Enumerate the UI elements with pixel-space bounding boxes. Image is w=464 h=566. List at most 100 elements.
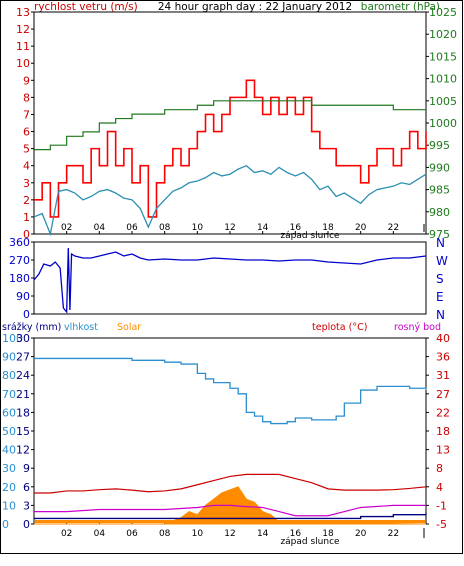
climate-x-tick-label: 02 bbox=[61, 529, 72, 539]
solar-tick-label: 30 bbox=[16, 332, 30, 345]
baro-tick-label: 975 bbox=[429, 228, 450, 241]
climate-x-tick-label: 06 bbox=[126, 529, 138, 539]
compass-label: S bbox=[436, 272, 444, 286]
humidity-legend: vlhkost bbox=[64, 322, 98, 333]
temperature-tick-label: 36 bbox=[436, 351, 450, 364]
climate-x-tick-label: 22 bbox=[388, 529, 399, 539]
humidity-tick-label: 0 bbox=[2, 518, 9, 531]
solar-baseline bbox=[35, 520, 425, 523]
wind-tick-label: 7 bbox=[23, 108, 30, 121]
wind-x-tick-label: 04 bbox=[94, 223, 106, 233]
baro-tick-label: 1005 bbox=[429, 95, 457, 108]
wind-x-tick-label: 12 bbox=[224, 223, 235, 233]
solar-legend: Solar bbox=[117, 322, 141, 333]
solar-tick-label: 27 bbox=[16, 351, 30, 364]
wind-axis-title: rychlost vetru (m/s) bbox=[34, 1, 138, 13]
direction-tick-label: 180 bbox=[9, 272, 30, 285]
temperature-tick-label: 40 bbox=[436, 332, 450, 345]
humidity-tick-label: 20 bbox=[2, 481, 16, 494]
temperature-tick-label: 27 bbox=[436, 388, 450, 401]
baro-tick-label: 1020 bbox=[429, 28, 457, 41]
wind-x-tick-label: 08 bbox=[159, 223, 171, 233]
wind-direction-line bbox=[33, 247, 427, 314]
dew-point-line bbox=[34, 504, 426, 517]
wind-tick-label: 4 bbox=[23, 160, 30, 173]
direction-left-axis: 0 90 180 270 360 bbox=[9, 236, 34, 321]
climate-x-tick-label: 16 bbox=[290, 529, 302, 539]
direction-plot-area bbox=[33, 241, 427, 315]
wind-tick-label: 5 bbox=[23, 143, 30, 156]
wind-tick-label: 10 bbox=[16, 57, 30, 70]
wind-x-tick-label: 16 bbox=[290, 223, 302, 233]
rain-line bbox=[34, 512, 427, 520]
climate-x-tick-label: 10 bbox=[192, 529, 204, 539]
dew-point-legend: rosný bod bbox=[394, 322, 441, 333]
solar-tick-label: 9 bbox=[23, 462, 30, 475]
wind-tick-label: 6 bbox=[23, 126, 30, 139]
wind-tick-label: 11 bbox=[16, 40, 30, 53]
wind-tick-label: 3 bbox=[23, 177, 30, 190]
wind-tick-label: 0 bbox=[23, 228, 30, 241]
humidity-tick-label: 100 bbox=[2, 332, 23, 345]
wind-tick-label: 1 bbox=[23, 211, 30, 224]
barometer-line bbox=[34, 100, 426, 151]
temperature-legend: teplota (°C) bbox=[312, 322, 367, 333]
wind-x-tick-label: 20 bbox=[355, 223, 367, 233]
climate-sunset-label: západ slunce bbox=[280, 537, 340, 547]
wind-tick-label: 13 bbox=[16, 6, 30, 19]
humidity-tick-label: 30 bbox=[2, 462, 16, 475]
chart-date-title: 24 hour graph day : 22 January 2012 bbox=[158, 1, 352, 13]
temperature-tick-label: 13 bbox=[436, 444, 450, 457]
compass-label: N bbox=[436, 308, 445, 322]
solar-tick-label: 18 bbox=[16, 406, 30, 419]
direction-tick-label: 360 bbox=[9, 236, 30, 249]
compass-label: E bbox=[436, 290, 444, 304]
climate-series bbox=[34, 357, 427, 525]
wind-tick-label: 8 bbox=[23, 91, 30, 104]
wind-tick-label: 12 bbox=[16, 23, 30, 36]
temperature-line bbox=[34, 473, 427, 494]
baro-tick-label: 980 bbox=[429, 206, 450, 219]
humidity-tick-label: 40 bbox=[2, 444, 16, 457]
temperature-tick-label: 31 bbox=[436, 369, 450, 382]
temperature-tick-label: -5 bbox=[436, 518, 447, 531]
baro-tick-label: 1010 bbox=[429, 73, 457, 86]
humidity-tick-label: 50 bbox=[2, 425, 16, 438]
wind-x-tick-label: 18 bbox=[322, 223, 334, 233]
humidity-tick-label: 80 bbox=[2, 369, 16, 382]
wind-x-tick-label: 22 bbox=[388, 223, 399, 233]
wind-x-tick-label: 02 bbox=[61, 223, 72, 233]
humidity-tick-label: 90 bbox=[2, 351, 16, 364]
humidity-line bbox=[34, 357, 427, 425]
direction-tick-label: 0 bbox=[23, 308, 30, 321]
compass-label: N bbox=[436, 236, 445, 250]
wind-x-tick-label: 06 bbox=[126, 223, 138, 233]
temperature-tick-label: 4 bbox=[436, 481, 443, 494]
direction-tick-label: 270 bbox=[9, 254, 30, 267]
baro-tick-label: 985 bbox=[429, 184, 450, 197]
solar-tick-label: 6 bbox=[23, 481, 30, 494]
solar-tick-label: 21 bbox=[16, 388, 30, 401]
baro-tick-label: 990 bbox=[429, 161, 450, 174]
baro-tick-label: 1025 bbox=[429, 6, 457, 19]
rain-legend: srážky (mm) bbox=[2, 322, 61, 333]
barometer-right-axis: 975 980 985 990 995 1000 1005 1010 1015 1020 1025 bbox=[426, 6, 457, 241]
temperature-tick-label: -1 bbox=[436, 499, 447, 512]
wind-tick-label: 2 bbox=[23, 194, 30, 207]
solar-tick-label: 12 bbox=[16, 444, 30, 457]
climate-x-tick-label: 18 bbox=[322, 529, 334, 539]
direction-tick-label: 90 bbox=[16, 290, 30, 303]
temperature-tick-label: 22 bbox=[436, 406, 450, 419]
solar-tick-label: 3 bbox=[23, 499, 30, 512]
wind-series bbox=[33, 79, 427, 237]
wind-x-tick-label: 14 bbox=[257, 223, 269, 233]
temperature-tick-label: 18 bbox=[436, 425, 450, 438]
climate-x-tick-label: 12 bbox=[224, 529, 235, 539]
wind-plot-area bbox=[33, 11, 427, 235]
barometer-axis-title: barometr (hPa) bbox=[361, 1, 440, 13]
baro-tick-label: 995 bbox=[429, 139, 450, 152]
wind-x-tick-label: 10 bbox=[192, 223, 204, 233]
